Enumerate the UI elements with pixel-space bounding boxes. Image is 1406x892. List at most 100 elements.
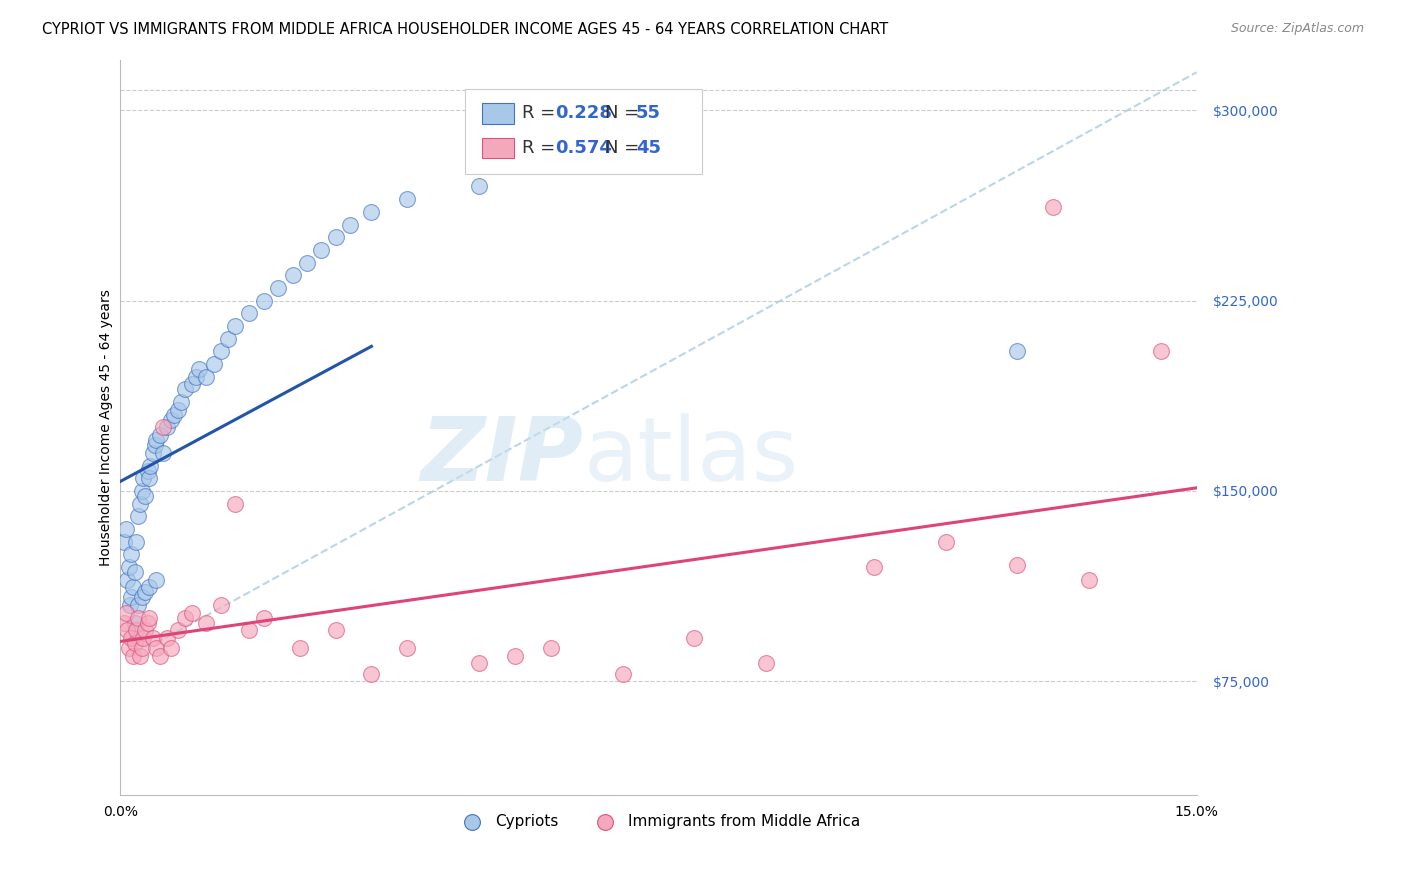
Point <box>1042 200 1064 214</box>
Text: atlas: atlas <box>583 413 799 500</box>
Point <box>163 408 186 422</box>
Point <box>253 611 276 625</box>
Point <box>217 332 239 346</box>
FancyBboxPatch shape <box>482 137 515 158</box>
FancyBboxPatch shape <box>482 103 515 124</box>
Point <box>173 383 195 397</box>
Point <box>325 624 347 638</box>
Point <box>309 243 332 257</box>
Point <box>683 631 706 645</box>
Point <box>339 218 361 232</box>
Point <box>138 471 160 485</box>
Point <box>136 464 159 478</box>
Point <box>396 192 419 206</box>
Point <box>159 413 181 427</box>
Point <box>118 598 141 612</box>
Text: ZIP: ZIP <box>420 413 583 500</box>
Point <box>540 641 562 656</box>
Point <box>134 624 156 638</box>
Point <box>120 591 142 605</box>
Point <box>755 657 778 671</box>
Point <box>184 369 207 384</box>
Point <box>145 573 167 587</box>
Point <box>1007 558 1029 572</box>
Point <box>134 489 156 503</box>
Point <box>468 657 491 671</box>
Point <box>127 509 149 524</box>
Text: 0.228: 0.228 <box>555 104 612 122</box>
Point <box>1150 344 1173 359</box>
Point <box>295 255 318 269</box>
Point <box>209 598 232 612</box>
Point <box>149 428 172 442</box>
Point <box>281 268 304 283</box>
Point <box>132 471 155 485</box>
Text: R =: R = <box>522 104 561 122</box>
Point <box>142 631 165 645</box>
Point <box>288 641 311 656</box>
Text: 55: 55 <box>636 104 661 122</box>
Point <box>238 306 260 320</box>
Y-axis label: Householder Income Ages 45 - 64 years: Householder Income Ages 45 - 64 years <box>100 289 114 566</box>
Point <box>127 611 149 625</box>
Point <box>152 446 174 460</box>
Point <box>124 615 146 630</box>
Point <box>139 458 162 473</box>
Point <box>117 624 139 638</box>
Point <box>224 318 246 333</box>
Point <box>159 641 181 656</box>
Point <box>181 377 204 392</box>
Point <box>118 641 141 656</box>
Point <box>138 580 160 594</box>
Point <box>131 641 153 656</box>
Point <box>862 560 884 574</box>
Point <box>209 344 232 359</box>
Point <box>166 624 188 638</box>
Point <box>325 230 347 244</box>
Text: Source: ZipAtlas.com: Source: ZipAtlas.com <box>1230 22 1364 36</box>
Point <box>360 204 382 219</box>
Point <box>124 565 146 579</box>
Point <box>173 611 195 625</box>
Point <box>612 666 634 681</box>
Point <box>156 631 179 645</box>
Point <box>120 547 142 561</box>
Point <box>468 179 491 194</box>
Point <box>396 641 419 656</box>
Point <box>195 615 218 630</box>
Text: N =: N = <box>605 104 645 122</box>
Point <box>134 585 156 599</box>
Point <box>188 362 211 376</box>
Point <box>143 438 166 452</box>
Point <box>1078 573 1101 587</box>
Point <box>142 446 165 460</box>
Point <box>117 573 139 587</box>
Text: R =: R = <box>522 139 561 157</box>
Point <box>149 648 172 663</box>
Point <box>253 293 276 308</box>
Point <box>122 580 145 594</box>
Point <box>238 624 260 638</box>
Point <box>166 402 188 417</box>
FancyBboxPatch shape <box>465 89 702 174</box>
Text: 0.574: 0.574 <box>555 139 612 157</box>
Point <box>124 636 146 650</box>
Point <box>136 615 159 630</box>
Text: CYPRIOT VS IMMIGRANTS FROM MIDDLE AFRICA HOUSEHOLDER INCOME AGES 45 - 64 YEARS C: CYPRIOT VS IMMIGRANTS FROM MIDDLE AFRICA… <box>42 22 889 37</box>
Point <box>156 420 179 434</box>
Point <box>1007 344 1029 359</box>
Point <box>145 433 167 447</box>
Point <box>934 534 956 549</box>
Point <box>112 534 135 549</box>
Point <box>131 483 153 498</box>
Point <box>120 631 142 645</box>
Point <box>112 615 135 630</box>
Point <box>360 666 382 681</box>
Point <box>224 497 246 511</box>
Point <box>170 395 193 409</box>
Point <box>181 606 204 620</box>
Point <box>503 648 526 663</box>
Point <box>131 591 153 605</box>
Point <box>125 624 148 638</box>
Text: N =: N = <box>605 139 645 157</box>
